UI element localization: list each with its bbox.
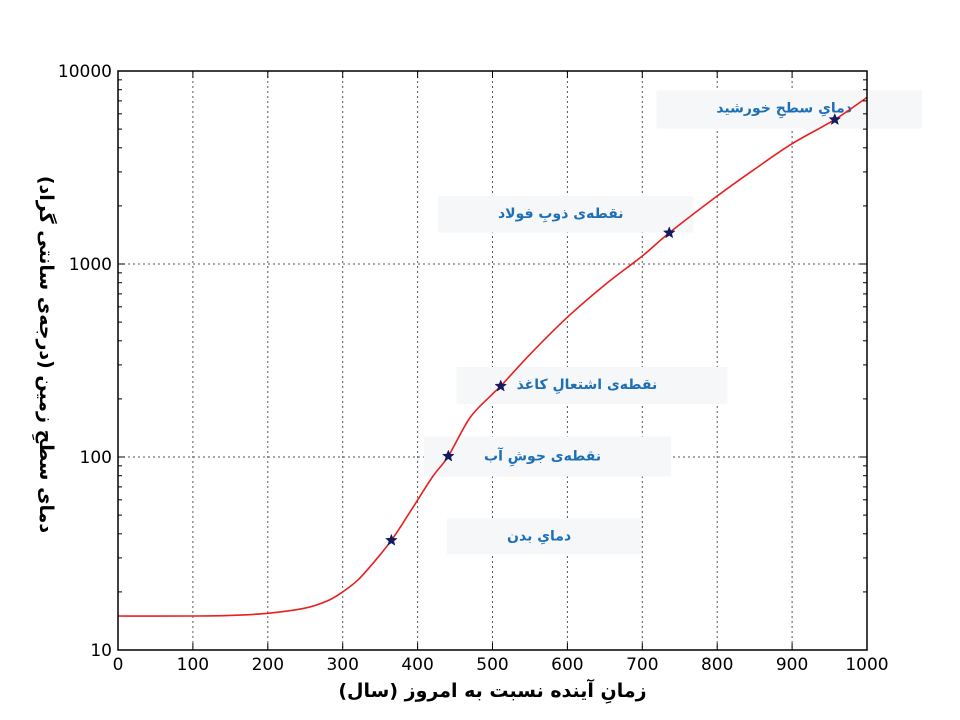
star-marker <box>494 379 508 392</box>
x-tick-label: 100 <box>177 655 209 675</box>
annotation-label: نقطه‌ی جوشِ آب <box>484 446 601 466</box>
temperature-curve <box>117 96 868 617</box>
x-tick-label: 800 <box>701 655 733 675</box>
star-marker <box>441 449 455 462</box>
star-marker <box>828 112 842 126</box>
x-tick-label: 0 <box>113 655 124 675</box>
grid-layer <box>118 71 867 650</box>
x-tick-label: 500 <box>476 655 508 675</box>
x-tick-label: 1000 <box>845 655 888 675</box>
annotation: نقطه‌ی اشتعالِ کاغذ <box>456 367 728 405</box>
annotation-label: نقطه‌ی اشتعالِ کاغذ <box>517 377 658 394</box>
annotation-background <box>424 436 672 477</box>
x-tick-label: 300 <box>326 655 358 675</box>
curve-layer <box>117 96 868 617</box>
annotation: دمایِ بدن <box>447 518 642 555</box>
annotation: دمایِ سطحِ خورشید <box>656 90 923 129</box>
x-axis-title: زمانِ آینده نسبت به امروز (سال) <box>338 678 646 704</box>
y-tick-label: 10000 <box>58 62 112 82</box>
annotation-background <box>656 90 923 129</box>
y-tick-label: 100 <box>80 448 112 468</box>
y-tick-label: 10 <box>90 641 112 661</box>
annotation-label: دمایِ بدن <box>507 528 571 544</box>
y-tick-layer: 10 100 1000 10000 <box>58 62 867 661</box>
marker-layer <box>385 112 842 546</box>
annotation-label: نقطه‌ی ذوبِ فولاد <box>498 206 624 223</box>
x-tick-label: 700 <box>626 655 658 675</box>
x-tick-label: 900 <box>776 655 808 675</box>
x-tick-label: 400 <box>401 655 433 675</box>
annotation-background <box>438 196 694 233</box>
x-tick-layer: 0 100 200 300 400 500 600 700 800 900 1000 <box>113 71 889 675</box>
star-marker <box>385 533 398 546</box>
x-tick-label: 200 <box>252 655 284 675</box>
annotation: نقطه‌ی جوشِ آب <box>424 436 672 477</box>
annotation-layer: دمایِ سطحِ خورشید نقطه‌ی ذوبِ فولاد نقطه‌ی… <box>424 90 923 555</box>
annotation-label: دمایِ سطحِ خورشید <box>716 100 852 118</box>
x-tick-label: 600 <box>551 655 583 675</box>
star-marker <box>662 226 676 239</box>
annotation-background <box>447 518 642 555</box>
y-tick-label: 1000 <box>69 255 112 275</box>
y-axis-title: دمای سطحِ زمین (درجه‌ی سانتی گراد) <box>31 176 58 534</box>
annotation: نقطه‌ی ذوبِ فولاد <box>438 196 694 233</box>
